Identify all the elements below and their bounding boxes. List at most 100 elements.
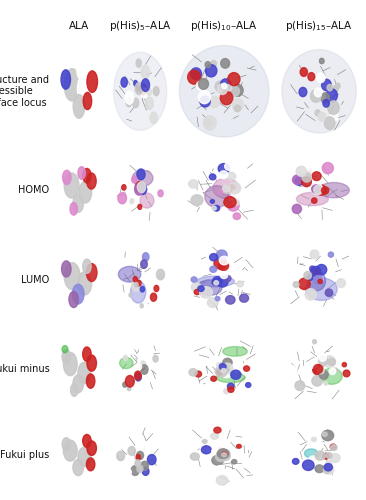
Ellipse shape (223, 346, 247, 356)
Circle shape (305, 288, 317, 300)
Circle shape (321, 93, 329, 103)
Text: p(His)$_{10}$–ALA: p(His)$_{10}$–ALA (190, 19, 258, 33)
Circle shape (219, 450, 230, 458)
Circle shape (335, 83, 340, 88)
Circle shape (228, 182, 241, 194)
Circle shape (132, 340, 139, 349)
Circle shape (311, 438, 316, 442)
Circle shape (71, 384, 78, 396)
Circle shape (337, 279, 346, 287)
Circle shape (73, 194, 83, 212)
Circle shape (212, 448, 219, 454)
Circle shape (309, 360, 318, 368)
Circle shape (314, 185, 323, 194)
Circle shape (211, 433, 219, 439)
Circle shape (296, 176, 302, 182)
Circle shape (200, 96, 210, 107)
Text: HOMO: HOMO (18, 185, 49, 195)
Circle shape (151, 188, 155, 192)
Circle shape (191, 68, 202, 80)
Circle shape (224, 388, 230, 394)
Circle shape (311, 184, 318, 192)
Circle shape (228, 386, 234, 392)
Circle shape (215, 81, 225, 92)
Text: Fukui minus: Fukui minus (0, 364, 49, 374)
Circle shape (225, 162, 233, 170)
Circle shape (220, 272, 228, 278)
Circle shape (189, 368, 197, 376)
Circle shape (188, 180, 198, 188)
Circle shape (328, 252, 333, 257)
Circle shape (188, 70, 201, 84)
Circle shape (87, 173, 96, 189)
Circle shape (191, 195, 203, 205)
Circle shape (315, 451, 325, 460)
Circle shape (324, 465, 334, 474)
Circle shape (135, 460, 141, 466)
Circle shape (316, 264, 327, 275)
Circle shape (324, 464, 332, 471)
Circle shape (214, 280, 219, 285)
Circle shape (210, 374, 215, 378)
Circle shape (215, 366, 227, 377)
Circle shape (213, 444, 223, 452)
Circle shape (310, 266, 321, 277)
Circle shape (132, 176, 137, 183)
Circle shape (332, 86, 338, 92)
Circle shape (195, 371, 202, 377)
Text: p(His)$_{15}$–ALA: p(His)$_{15}$–ALA (285, 19, 353, 33)
Circle shape (314, 88, 322, 97)
Circle shape (78, 166, 85, 179)
Circle shape (311, 198, 317, 203)
Circle shape (142, 445, 150, 454)
Circle shape (78, 448, 91, 466)
Circle shape (210, 200, 214, 203)
Ellipse shape (179, 46, 269, 137)
Circle shape (215, 296, 220, 301)
Circle shape (135, 282, 138, 287)
Circle shape (135, 371, 141, 380)
Circle shape (315, 110, 320, 116)
Circle shape (136, 86, 139, 92)
Circle shape (121, 78, 127, 87)
Circle shape (123, 382, 127, 387)
Circle shape (330, 454, 340, 462)
Circle shape (125, 433, 128, 438)
Circle shape (197, 82, 204, 90)
Ellipse shape (114, 52, 167, 130)
Circle shape (141, 66, 150, 79)
Ellipse shape (296, 192, 328, 205)
Circle shape (205, 64, 217, 77)
Circle shape (219, 456, 225, 460)
Circle shape (79, 182, 92, 203)
Circle shape (319, 370, 328, 379)
Circle shape (129, 293, 132, 297)
Circle shape (216, 250, 227, 260)
Circle shape (137, 466, 143, 472)
Circle shape (313, 340, 317, 344)
Circle shape (209, 174, 216, 180)
Circle shape (217, 362, 223, 368)
Circle shape (191, 282, 201, 292)
Circle shape (236, 444, 241, 448)
Ellipse shape (306, 278, 337, 300)
Ellipse shape (132, 170, 153, 186)
Circle shape (313, 269, 320, 276)
Circle shape (322, 430, 334, 440)
Circle shape (292, 458, 299, 464)
Circle shape (190, 453, 199, 460)
Circle shape (214, 427, 221, 433)
Circle shape (147, 454, 156, 464)
Circle shape (309, 456, 317, 464)
Circle shape (210, 266, 217, 272)
Circle shape (155, 192, 162, 202)
Circle shape (225, 89, 230, 94)
Circle shape (233, 200, 239, 205)
Circle shape (324, 382, 328, 385)
Circle shape (199, 286, 212, 298)
Circle shape (205, 62, 210, 68)
Circle shape (62, 438, 71, 450)
Circle shape (203, 116, 216, 130)
Circle shape (202, 440, 207, 444)
Circle shape (302, 173, 311, 182)
